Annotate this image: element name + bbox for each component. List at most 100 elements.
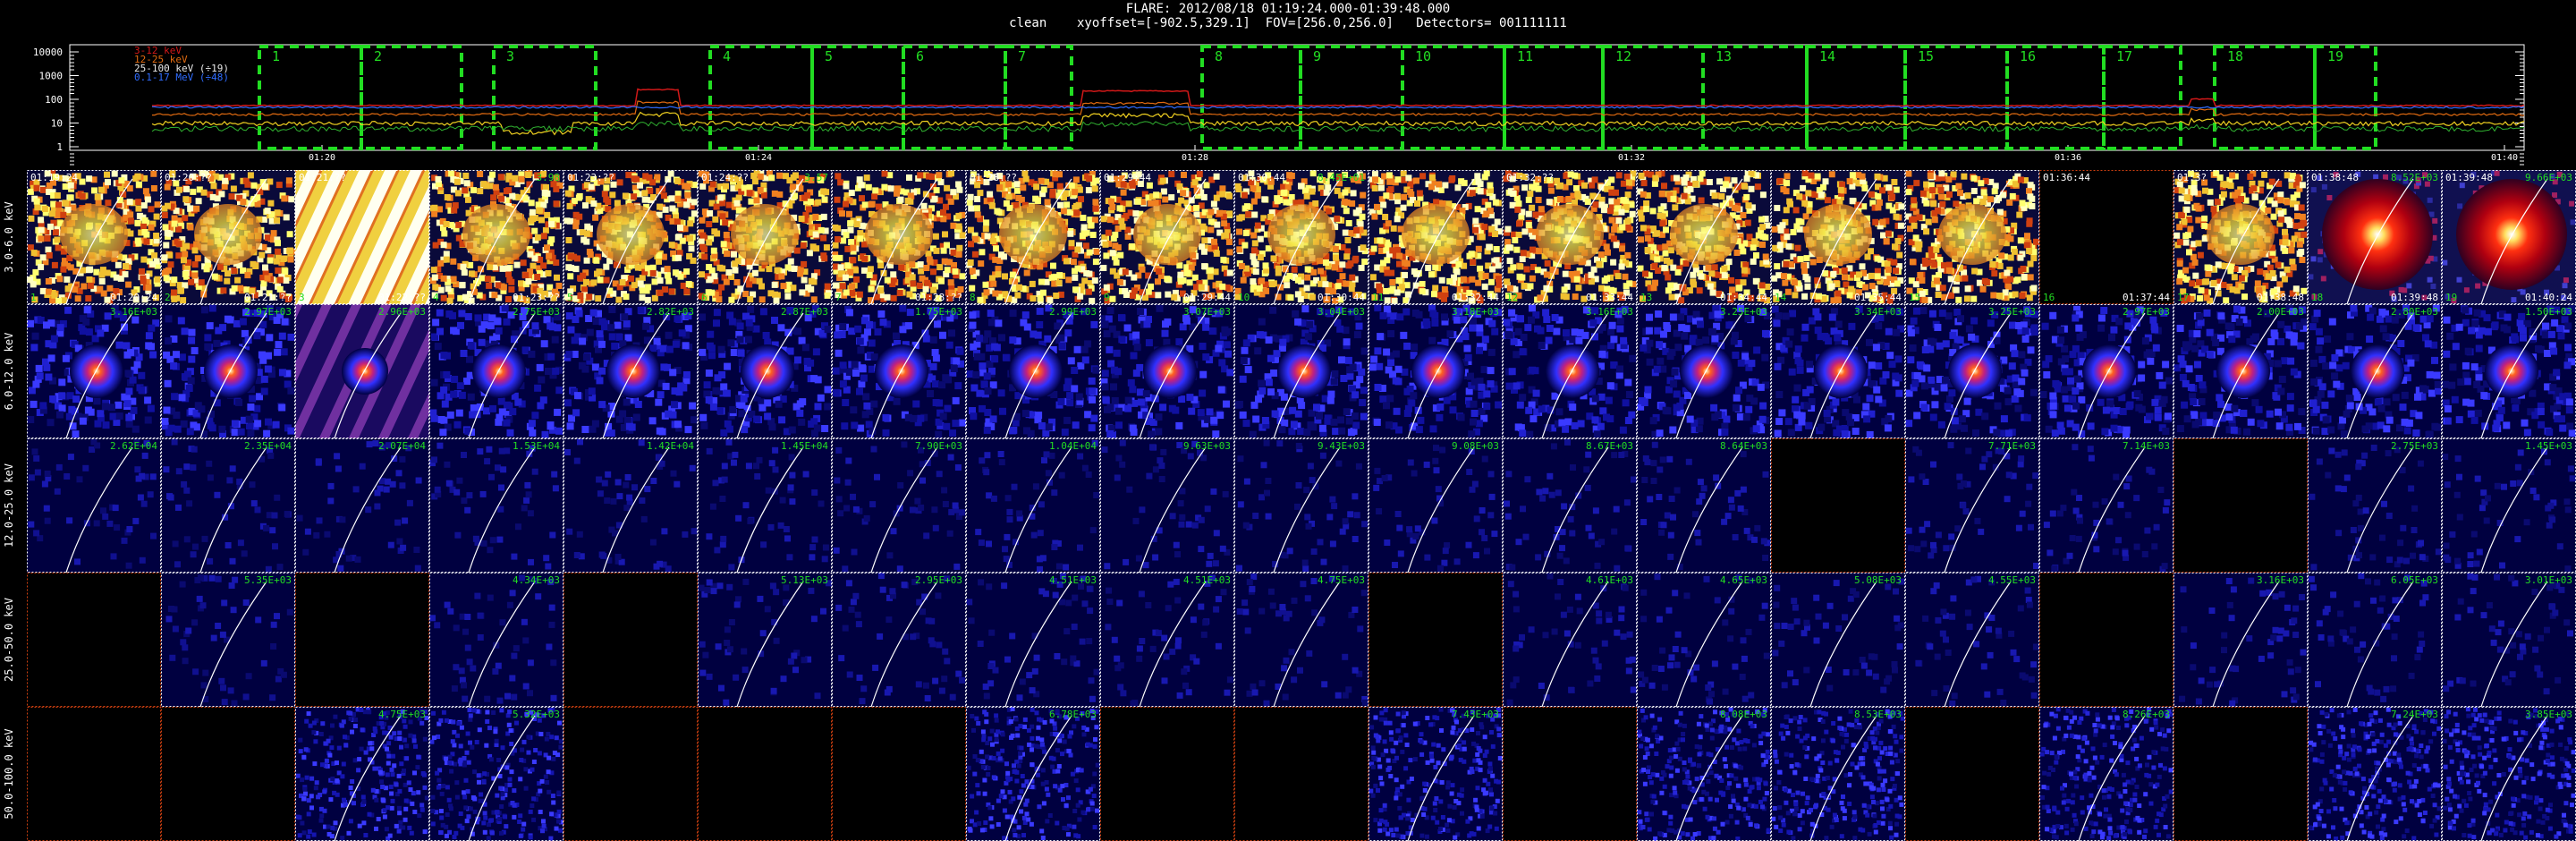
start-time-label: 01:19:24: [30, 172, 78, 183]
end-time-label: 01:30:44: [1318, 292, 1365, 303]
image-cell: 01:32:?? 01:33:44 12: [1503, 170, 1637, 305]
max-value-label: 7.71E+03: [1988, 440, 2036, 452]
max-value-label: 3.16E+03: [2257, 574, 2304, 586]
max-value-label: 3.18E+03: [1452, 306, 1499, 318]
image-cell: 01:34:44 13: [1637, 170, 1771, 305]
max-value-label: 2.97E+03: [244, 306, 292, 318]
start-time-label: 01:32:??: [1506, 172, 1554, 183]
image-cell: 2.82E+03: [564, 304, 698, 439]
legend-entry: 12-25 keV: [134, 54, 188, 65]
max-value-label: 8.64E+03: [1720, 440, 1767, 452]
interval-box: [1200, 45, 1302, 150]
image-cell: 4.61E+03: [1503, 573, 1637, 708]
figure-header: FLARE: 2012/08/18 01:19:24.000-01:39:48.…: [0, 0, 2576, 36]
max-value-label: 5.08E+03: [1854, 574, 1902, 586]
max-value-label: 2.82E+03: [647, 306, 694, 318]
max-value-label: 9.63E+03: [1183, 440, 1231, 452]
interval-label: 12: [1615, 48, 1631, 64]
image-cell: 2.80E+03: [2308, 304, 2442, 439]
interval-label: 18: [2227, 48, 2243, 64]
max-value-label: 3.85E+03: [2525, 709, 2572, 720]
image-parameters: clean xyoffset=[-902.5,329.1] FOV=[256.0…: [1009, 16, 1567, 30]
end-time-label: 01:20:24: [110, 292, 157, 303]
image-cell: [1100, 707, 1234, 841]
y-tick-label: 1: [56, 141, 63, 153]
y-tick-label: 10: [51, 118, 63, 130]
interval-label: 19: [2327, 48, 2343, 64]
image-grid: 3.0-6.0 keV 6.0-12.0 keV 12.0-25.0 keV 25.0…: [0, 170, 2576, 841]
interval-label: 13: [1716, 48, 1732, 64]
max-value-label: 7.14E+03: [2123, 440, 2170, 452]
interval-box: [1004, 45, 1073, 150]
image-cell: 01:32:44 11: [1368, 170, 1503, 305]
interval-box: [902, 45, 1007, 150]
image-cell: 8.52E+03 01:38:48 01:39:48 18: [2308, 170, 2442, 305]
image-cell: 2.07E+04: [295, 438, 429, 573]
max-value-label: 3.25E+03: [1988, 306, 2036, 318]
image-cell: 8.64E+03: [1637, 438, 1771, 573]
max-value-label: 8.52E+03: [2391, 172, 2438, 183]
max-value-label: 4.65E+03: [1720, 574, 1767, 586]
start-time-label: 01:23:??: [567, 172, 614, 183]
interval-number-label: 9: [1104, 292, 1110, 303]
image-cell: 4.51E+03: [966, 573, 1100, 708]
image-cell: 1.04E+04: [966, 438, 1100, 573]
energy-band-label: 50.0-100.0 keV: [3, 728, 15, 819]
image-cell: 3.25E+03: [1905, 304, 2039, 439]
max-value-label: 2.62E+04: [110, 440, 157, 452]
start-time-label: 01:38:48: [2311, 172, 2359, 183]
max-value-label: 4.51E+03: [1049, 574, 1097, 586]
energy-band-label: 6.0-12.0 keV: [3, 333, 15, 411]
image-cell: [1503, 707, 1637, 841]
image-cell: 5.08E+03: [1771, 573, 1905, 708]
energy-band-label: 12.0-25.0 keV: [3, 463, 15, 548]
image-cell: 9.63E+03: [1100, 438, 1234, 573]
interval-number-label: 1: [30, 292, 37, 303]
max-value-label: 7.43E+03: [1452, 709, 1499, 720]
start-time-label: 01:3?: [2177, 172, 2207, 183]
interval-number-label: 6: [701, 292, 708, 303]
max-value-label: 2.00E+03: [2257, 306, 2304, 318]
image-cell: 2.97E+03: [161, 304, 295, 439]
image-cell: 3.57 01:24:?? 6: [698, 170, 832, 305]
interval-label: 5: [825, 48, 833, 64]
max-value-label: 8.26E+03: [2123, 709, 2170, 720]
interval-label: 16: [2020, 48, 2036, 64]
x-tick-label: 01:24: [745, 153, 772, 163]
max-value-label: 1.42E+04: [647, 440, 694, 452]
image-cell: 1.50E+03: [2442, 304, 2576, 439]
interval-number-label: 5: [567, 292, 573, 303]
max-value-label: 1.53E+04: [513, 440, 560, 452]
max-value-label: 3.01E+03: [2525, 574, 2572, 586]
image-cell: 01:20:?? 01:21:?? 2: [161, 170, 295, 305]
interval-box: [2102, 45, 2182, 150]
max-value-label: 4.55E+03: [1988, 574, 2036, 586]
max-value-label: 3.98: [537, 172, 561, 183]
max-value-label: 4.61E+03: [1586, 574, 1633, 586]
end-time-label: 01:34:44: [1720, 292, 1767, 303]
image-cell: [2174, 438, 2308, 573]
energy-band-label: 25.0-50.0 keV: [3, 598, 15, 682]
image-cell: 7.14E+03: [2039, 438, 2174, 573]
image-cell: 01:23:?? 5: [564, 170, 698, 305]
interval-number-label: 17: [2177, 292, 2189, 303]
image-cell: [832, 707, 966, 841]
interval-number-label: 13: [1640, 292, 1652, 303]
image-cell: 8.45E+01 01:30:44 01:30:44 10: [1234, 170, 1368, 305]
image-cell: [295, 573, 429, 707]
max-value-label: 8.53E+03: [1854, 709, 1902, 720]
end-time-label: 01:35:44: [1854, 292, 1902, 303]
image-cell: [564, 707, 698, 841]
end-time-label: 01:40:24: [2525, 292, 2572, 303]
image-cell: 1.75E+03: [832, 304, 966, 439]
start-time-label: 01:29:44: [1104, 172, 1151, 183]
image-cell: 5.13E+03: [698, 573, 832, 708]
image-cell: 8.53E+03: [1771, 707, 1905, 841]
image-cell: 9.43E+03: [1234, 438, 1368, 573]
interval-box: [2313, 45, 2377, 150]
image-cell: [2039, 573, 2174, 707]
interval-box: [1903, 45, 2009, 150]
image-cell: [1771, 438, 1905, 573]
max-value-label: 6.78E+03: [1049, 709, 1097, 720]
